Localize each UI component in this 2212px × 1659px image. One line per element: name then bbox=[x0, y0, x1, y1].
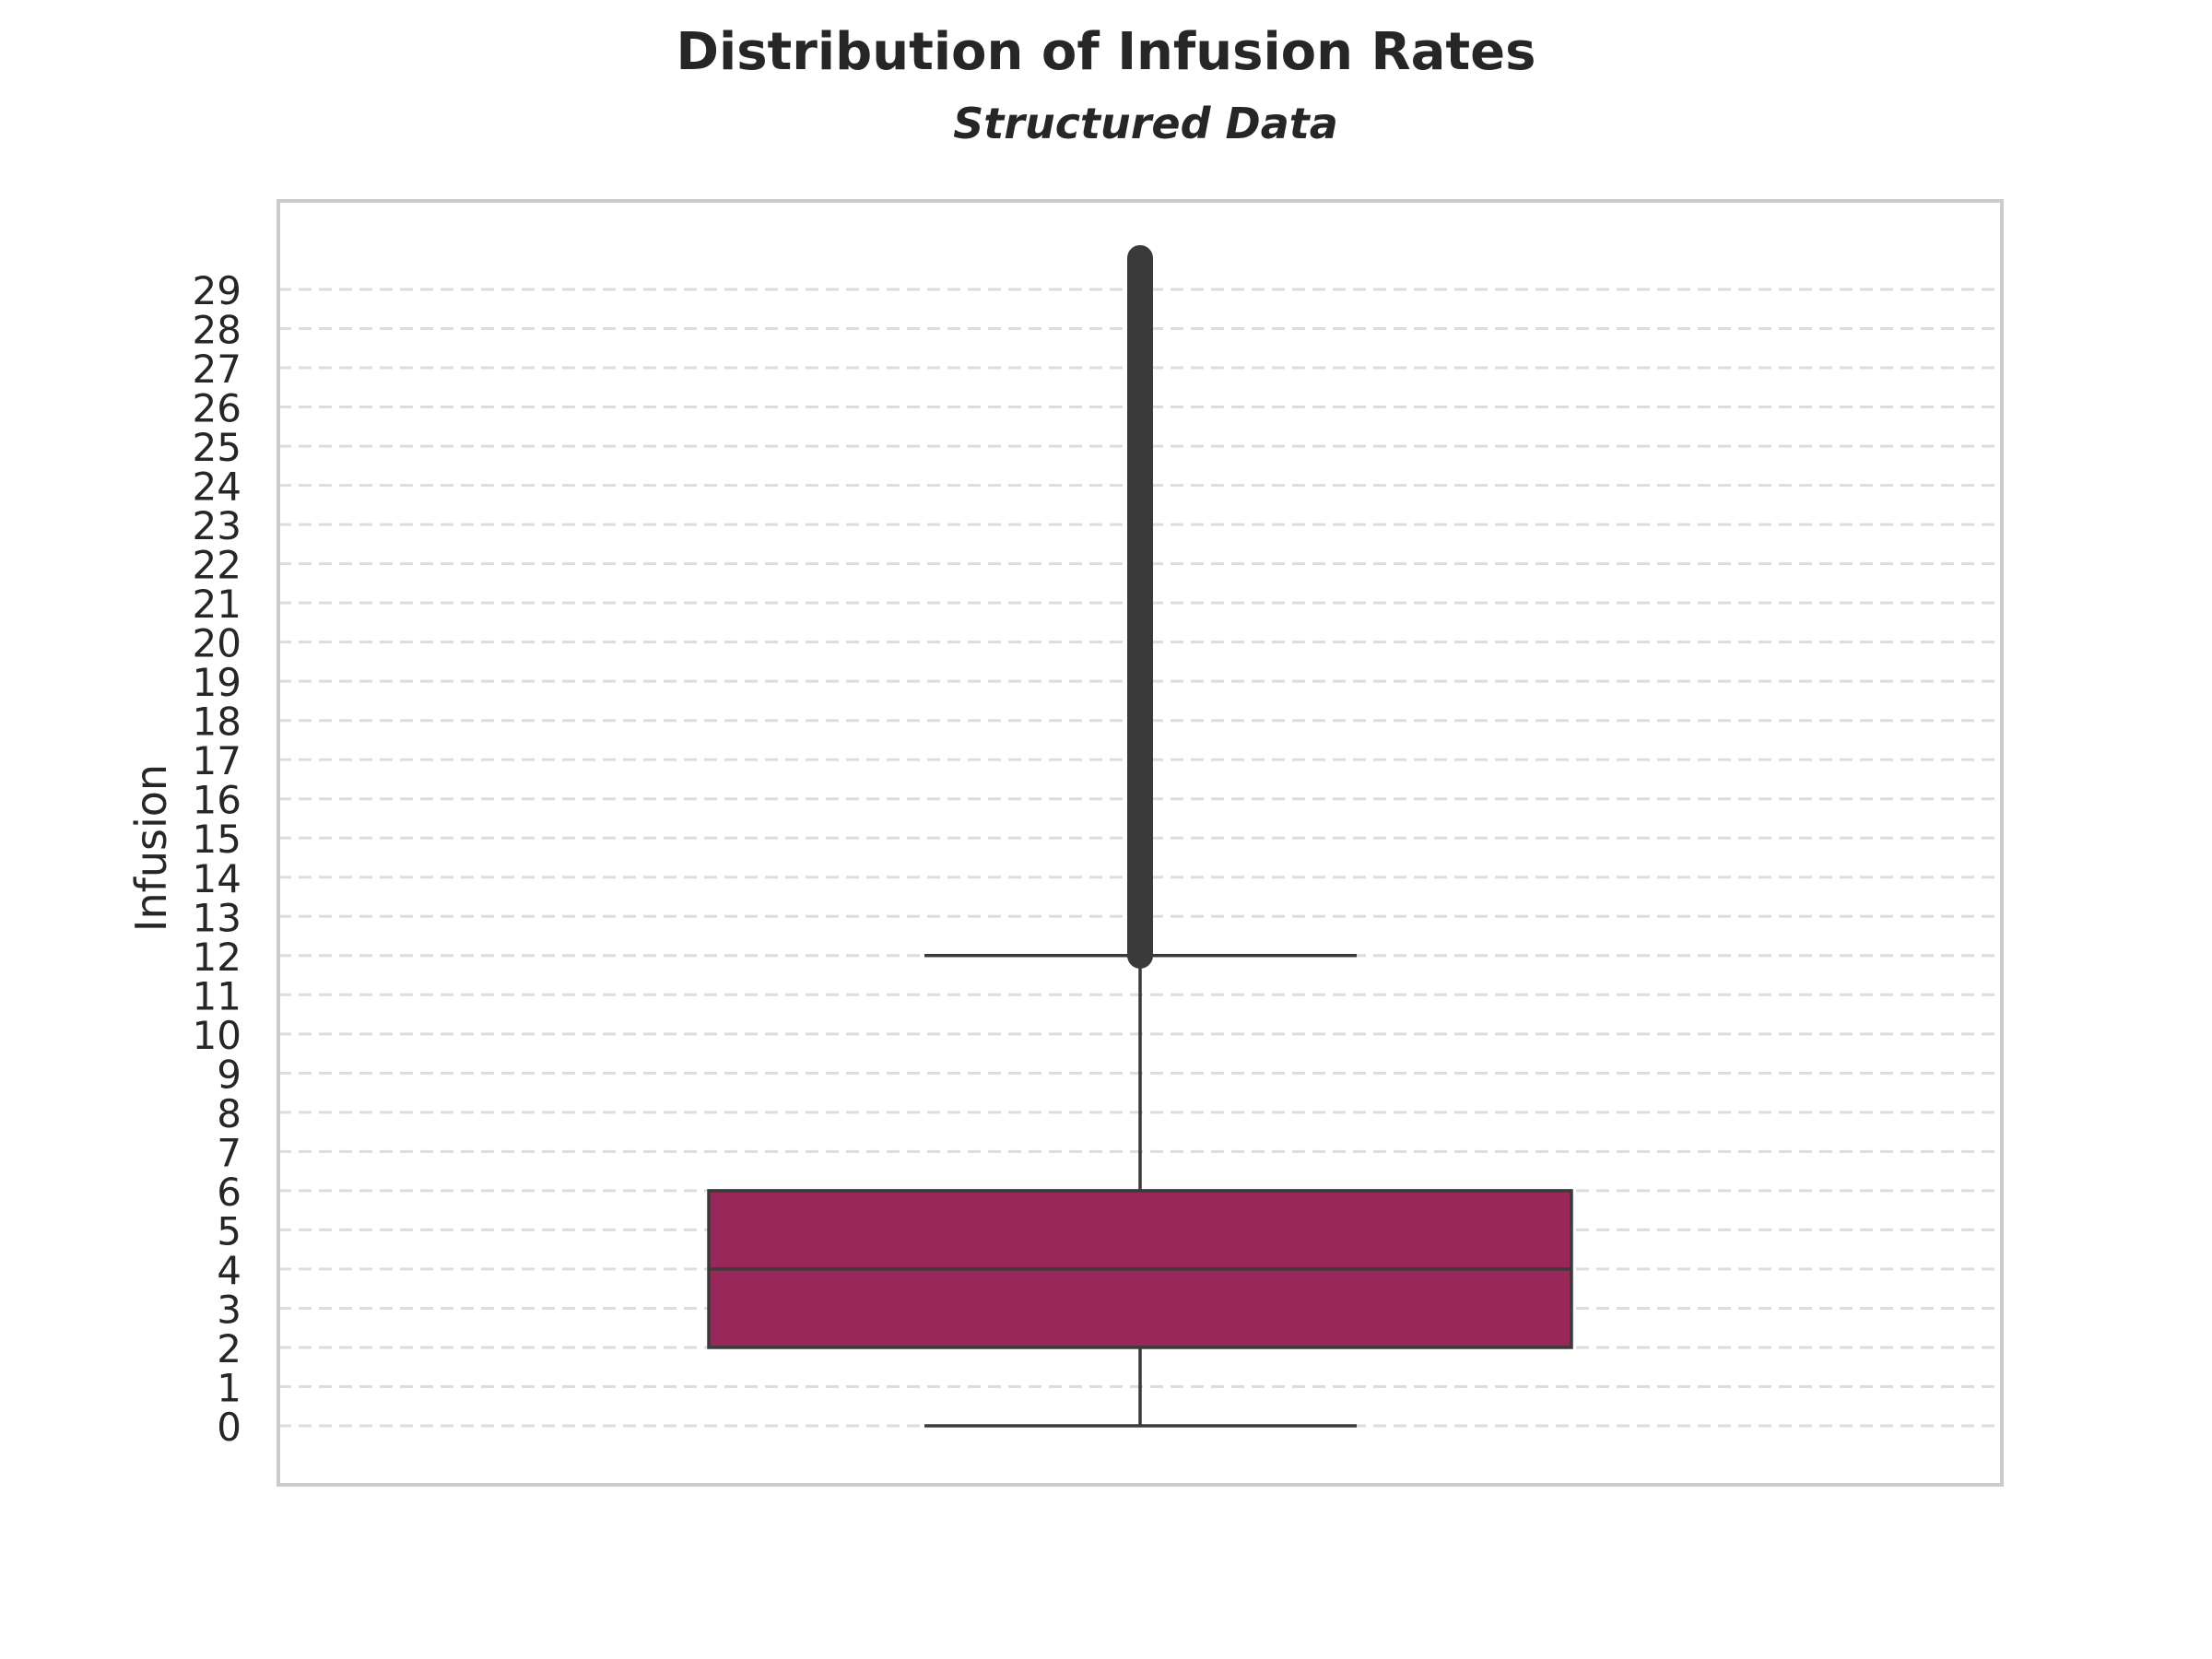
y-tick-label-26: 26 bbox=[193, 386, 241, 431]
y-tick-label-7: 7 bbox=[217, 1130, 241, 1175]
chart-subtitle: Structured Data bbox=[953, 99, 1338, 148]
chart-title: Distribution of Infusion Rates bbox=[677, 22, 1536, 82]
y-tick-label-16: 16 bbox=[193, 778, 241, 823]
y-tick-label-23: 23 bbox=[193, 503, 241, 548]
y-tick-label-28: 28 bbox=[193, 308, 241, 353]
y-tick-label-4: 4 bbox=[217, 1248, 241, 1293]
y-tick-label-12: 12 bbox=[193, 935, 241, 980]
y-tick-label-24: 24 bbox=[193, 465, 241, 510]
y-axis-label: Infusion bbox=[126, 764, 176, 932]
y-tick-label-20: 20 bbox=[193, 621, 241, 666]
box-plot bbox=[707, 244, 1573, 1428]
y-tick-label-29: 29 bbox=[193, 268, 241, 313]
outlier-points bbox=[1127, 244, 1153, 969]
y-tick-label-6: 6 bbox=[217, 1170, 241, 1215]
y-tick-label-19: 19 bbox=[193, 660, 241, 705]
y-tick-label-13: 13 bbox=[193, 895, 241, 940]
y-tick-label-15: 15 bbox=[193, 817, 241, 862]
y-tick-label-18: 18 bbox=[193, 700, 241, 745]
y-tick-label-2: 2 bbox=[217, 1326, 241, 1371]
y-tick-label-10: 10 bbox=[193, 1013, 241, 1058]
y-tick-label-21: 21 bbox=[193, 582, 241, 627]
outlier-point bbox=[1127, 244, 1153, 271]
y-tick-label-14: 14 bbox=[193, 856, 241, 901]
y-tick-labels: 0123456789101112131415161718192021222324… bbox=[193, 268, 241, 1450]
y-tick-label-11: 11 bbox=[193, 973, 241, 1018]
y-tick-label-0: 0 bbox=[217, 1405, 241, 1450]
y-tick-label-25: 25 bbox=[193, 425, 241, 470]
y-tick-label-17: 17 bbox=[193, 738, 241, 783]
plot-frame bbox=[276, 199, 2004, 1487]
y-tick-label-27: 27 bbox=[193, 347, 241, 392]
y-tick-label-9: 9 bbox=[217, 1052, 241, 1097]
y-tick-label-22: 22 bbox=[193, 543, 241, 588]
y-tick-label-1: 1 bbox=[217, 1365, 241, 1410]
y-tick-label-5: 5 bbox=[217, 1208, 241, 1253]
y-tick-label-8: 8 bbox=[217, 1091, 241, 1136]
y-tick-label-3: 3 bbox=[217, 1287, 241, 1332]
